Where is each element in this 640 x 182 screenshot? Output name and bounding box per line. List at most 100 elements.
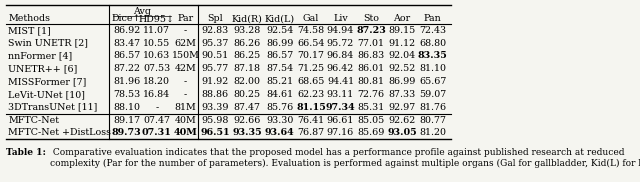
Text: Kid(L): Kid(L) [264, 15, 295, 23]
Text: 150M: 150M [172, 52, 200, 60]
Text: 96.42: 96.42 [327, 64, 354, 73]
Text: Gal: Gal [303, 15, 319, 23]
Text: Spl: Spl [207, 15, 223, 23]
Text: 87.54: 87.54 [266, 64, 293, 73]
Text: 76.41: 76.41 [298, 116, 324, 124]
Text: Avg: Avg [132, 7, 151, 16]
Text: 71.25: 71.25 [298, 64, 324, 73]
Text: 80.77: 80.77 [419, 116, 446, 124]
Text: Kid(R): Kid(R) [232, 15, 262, 23]
Text: 81.20: 81.20 [419, 128, 446, 137]
Text: 96.84: 96.84 [327, 52, 354, 60]
Text: 83.35: 83.35 [418, 52, 447, 60]
Text: MFTC-Net: MFTC-Net [8, 116, 60, 124]
Text: 95.37: 95.37 [202, 39, 228, 48]
Text: 97.16: 97.16 [327, 128, 354, 137]
Text: MISSFormer [7]: MISSFormer [7] [8, 77, 86, 86]
Text: 76.87: 76.87 [298, 128, 324, 137]
Text: 85.31: 85.31 [358, 103, 385, 112]
Text: 86.99: 86.99 [266, 39, 293, 48]
Text: 86.25: 86.25 [234, 52, 260, 60]
Text: 86.92: 86.92 [113, 26, 140, 35]
Text: 80.25: 80.25 [234, 90, 260, 99]
Text: 81.10: 81.10 [419, 64, 446, 73]
Text: 10.63: 10.63 [143, 52, 170, 60]
Text: 81.76: 81.76 [419, 103, 446, 112]
Text: 59.07: 59.07 [419, 90, 446, 99]
Text: Table 1:: Table 1: [6, 148, 46, 157]
Text: 88.10: 88.10 [113, 103, 140, 112]
Text: 96.51: 96.51 [200, 128, 230, 137]
Text: Liv: Liv [333, 15, 348, 23]
Text: 87.18: 87.18 [234, 64, 260, 73]
Text: 95.72: 95.72 [327, 39, 354, 48]
Text: 10.55: 10.55 [143, 39, 170, 48]
Text: Aor: Aor [394, 15, 410, 23]
Text: 16.84: 16.84 [143, 90, 170, 99]
Text: 72.76: 72.76 [358, 90, 385, 99]
Text: 90.51: 90.51 [202, 52, 228, 60]
Text: 89.17: 89.17 [113, 116, 140, 124]
Text: Par: Par [177, 15, 194, 23]
Text: 87.23: 87.23 [356, 26, 386, 35]
Text: 93.05: 93.05 [387, 128, 417, 137]
Text: HD95↓: HD95↓ [139, 15, 175, 23]
Text: 62M: 62M [175, 39, 196, 48]
Text: 95.77: 95.77 [202, 64, 228, 73]
Text: -: - [155, 103, 159, 112]
Text: 91.92: 91.92 [202, 77, 228, 86]
Text: 74.58: 74.58 [298, 26, 324, 35]
Text: 78.53: 78.53 [113, 90, 140, 99]
Text: 80.81: 80.81 [358, 77, 385, 86]
Text: 94.94: 94.94 [327, 26, 354, 35]
Text: 92.54: 92.54 [266, 26, 293, 35]
Text: 95.98: 95.98 [202, 116, 228, 124]
Text: 85.69: 85.69 [358, 128, 385, 137]
Text: 40M: 40M [175, 116, 196, 124]
Text: 86.57: 86.57 [113, 52, 140, 60]
Text: 93.30: 93.30 [266, 116, 293, 124]
Text: 70.17: 70.17 [298, 52, 324, 60]
Text: MIST [1]: MIST [1] [8, 26, 51, 35]
Text: 92.83: 92.83 [202, 26, 228, 35]
Text: 89.15: 89.15 [388, 26, 415, 35]
Text: 81.96: 81.96 [113, 77, 140, 86]
Text: 65.67: 65.67 [419, 77, 446, 86]
Text: 86.01: 86.01 [358, 64, 385, 73]
Text: 72.43: 72.43 [419, 26, 446, 35]
Text: 3DTransUNet [11]: 3DTransUNet [11] [8, 103, 98, 112]
Text: 89.73: 89.73 [112, 128, 141, 137]
Text: 86.57: 86.57 [266, 52, 293, 60]
Text: 91.12: 91.12 [388, 39, 415, 48]
Text: 92.52: 92.52 [388, 64, 415, 73]
Text: 68.65: 68.65 [298, 77, 324, 86]
Text: -: - [184, 26, 188, 35]
Text: 82.00: 82.00 [234, 77, 260, 86]
Text: 83.47: 83.47 [113, 39, 140, 48]
Text: 66.54: 66.54 [298, 39, 324, 48]
Text: 87.22: 87.22 [113, 64, 140, 73]
Text: 81.15: 81.15 [296, 103, 326, 112]
Text: Dice↑: Dice↑ [112, 15, 141, 23]
Text: Pan: Pan [424, 15, 442, 23]
Text: 77.01: 77.01 [358, 39, 385, 48]
Text: 93.35: 93.35 [232, 128, 262, 137]
Text: 84.61: 84.61 [266, 90, 293, 99]
Text: 92.97: 92.97 [388, 103, 415, 112]
Text: MFTC-Net +DistLoss: MFTC-Net +DistLoss [8, 128, 111, 137]
Text: 68.80: 68.80 [419, 39, 446, 48]
Text: 07.47: 07.47 [143, 116, 170, 124]
Text: LeVit-UNet [10]: LeVit-UNet [10] [8, 90, 85, 99]
Text: 86.99: 86.99 [388, 77, 415, 86]
Text: 93.11: 93.11 [327, 90, 354, 99]
Text: nnFormer [4]: nnFormer [4] [8, 52, 72, 60]
Text: Sto: Sto [364, 15, 379, 23]
Text: 92.62: 92.62 [388, 116, 415, 124]
Text: 88.86: 88.86 [202, 90, 228, 99]
Text: 97.34: 97.34 [326, 103, 355, 112]
Text: 07.53: 07.53 [143, 64, 170, 73]
Text: 94.41: 94.41 [327, 77, 354, 86]
Text: Swin UNETR [2]: Swin UNETR [2] [8, 39, 88, 48]
Text: 85.05: 85.05 [358, 116, 385, 124]
Text: 93.39: 93.39 [202, 103, 228, 112]
